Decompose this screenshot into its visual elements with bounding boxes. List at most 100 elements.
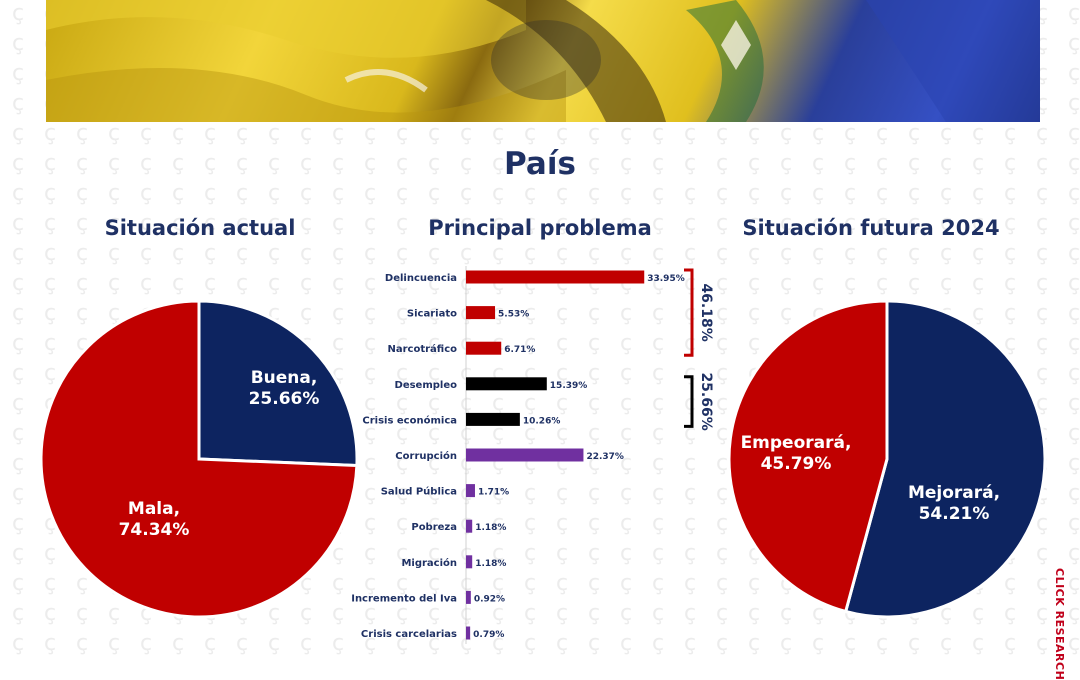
- pattern-glyph: ç: [716, 421, 728, 446]
- bar-chart-principal-problema: Delincuencia 33.95% Sicariato 5.53% Narcotrá…: [351, 266, 714, 644]
- pattern-glyph: ç: [76, 571, 88, 596]
- pattern-glyph: ç: [1068, 361, 1080, 386]
- pattern-glyph: ç: [588, 361, 600, 386]
- bar-value-label: 0.92%: [474, 594, 505, 604]
- pattern-glyph: ç: [876, 181, 888, 206]
- pattern-glyph: ç: [492, 571, 504, 596]
- bar-category-label: Corrupción: [395, 450, 457, 462]
- pattern-glyph: ç: [300, 121, 312, 146]
- pattern-glyph: ç: [204, 181, 216, 206]
- pie-value-empeorará: 45.79%: [761, 454, 832, 474]
- pattern-glyph: ç: [364, 601, 376, 626]
- pattern-glyph: ç: [12, 571, 24, 596]
- pattern-glyph: ç: [204, 121, 216, 146]
- pattern-glyph: ç: [396, 601, 408, 626]
- pattern-glyph: ç: [972, 121, 984, 146]
- pattern-glyph: ç: [332, 211, 344, 236]
- pattern-glyph: ç: [1004, 331, 1016, 356]
- pattern-glyph: ç: [652, 151, 664, 176]
- pattern-glyph: ç: [556, 541, 568, 566]
- pattern-glyph: ç: [1036, 541, 1048, 566]
- pattern-glyph: ç: [652, 481, 664, 506]
- pattern-glyph: ç: [748, 181, 760, 206]
- pattern-glyph: ç: [620, 451, 632, 476]
- pattern-glyph: ç: [1004, 121, 1016, 146]
- pattern-glyph: ç: [12, 91, 24, 116]
- pattern-glyph: ç: [364, 421, 376, 446]
- pattern-glyph: ç: [140, 631, 152, 656]
- pattern-glyph: ç: [1068, 421, 1080, 446]
- pattern-glyph: ç: [12, 481, 24, 506]
- pie-label-empeorará: Empeorará,: [741, 433, 852, 453]
- pattern-glyph: ç: [1004, 571, 1016, 596]
- pattern-glyph: ç: [12, 391, 24, 416]
- pattern-glyph: ç: [460, 241, 472, 266]
- pattern-glyph: ç: [556, 331, 568, 356]
- pattern-glyph: ç: [940, 181, 952, 206]
- pattern-glyph: ç: [12, 511, 24, 536]
- pattern-glyph: ç: [620, 421, 632, 446]
- pattern-glyph: ç: [716, 361, 728, 386]
- pattern-glyph: ç: [1036, 301, 1048, 326]
- pattern-glyph: ç: [748, 121, 760, 146]
- pattern-glyph: ç: [12, 451, 24, 476]
- pattern-glyph: ç: [268, 211, 280, 236]
- pattern-glyph: ç: [44, 361, 56, 386]
- pattern-glyph: ç: [140, 121, 152, 146]
- pattern-glyph: ç: [108, 601, 120, 626]
- pattern-glyph: ç: [1004, 151, 1016, 176]
- pattern-glyph: ç: [76, 601, 88, 626]
- pattern-glyph: ç: [620, 301, 632, 326]
- pattern-glyph: ç: [524, 481, 536, 506]
- pattern-glyph: ç: [140, 211, 152, 236]
- pattern-glyph: ç: [300, 241, 312, 266]
- pattern-glyph: ç: [492, 601, 504, 626]
- pattern-glyph: ç: [588, 121, 600, 146]
- bar-value-label: 10.26%: [523, 416, 561, 426]
- pattern-glyph: ç: [652, 511, 664, 536]
- pattern-glyph: ç: [364, 391, 376, 416]
- pattern-glyph: ç: [972, 301, 984, 326]
- group-total-label: 46.18%: [698, 283, 714, 341]
- pattern-glyph: ç: [1036, 271, 1048, 296]
- pattern-glyph: ç: [620, 541, 632, 566]
- pattern-glyph: ç: [684, 571, 696, 596]
- pattern-glyph: ç: [588, 331, 600, 356]
- pattern-glyph: ç: [172, 121, 184, 146]
- pattern-glyph: ç: [428, 151, 440, 176]
- pattern-glyph: ç: [236, 211, 248, 236]
- bar-value-label: 15.39%: [550, 381, 588, 391]
- bar: [466, 270, 645, 284]
- pattern-glyph: ç: [396, 391, 408, 416]
- bar-value-label: 5.53%: [498, 310, 529, 320]
- pattern-glyph: ç: [172, 151, 184, 176]
- pattern-glyph: ç: [556, 421, 568, 446]
- pattern-glyph: ç: [396, 271, 408, 296]
- pattern-glyph: ç: [204, 211, 216, 236]
- pattern-glyph: ç: [684, 151, 696, 176]
- pattern-glyph: ç: [780, 271, 792, 296]
- pattern-glyph: ç: [12, 211, 24, 236]
- pattern-glyph: ç: [940, 151, 952, 176]
- pattern-glyph: ç: [524, 631, 536, 656]
- pattern-glyph: ç: [716, 391, 728, 416]
- group-total-label: 25.66%: [698, 372, 714, 430]
- pattern-glyph: ç: [364, 511, 376, 536]
- pattern-glyph: ç: [812, 241, 824, 266]
- pattern-glyph: ç: [556, 601, 568, 626]
- bar-value-label: 33.95%: [647, 274, 685, 284]
- pattern-glyph: ç: [236, 151, 248, 176]
- pie-slice-buena: [197, 299, 359, 468]
- pattern-glyph: ç: [524, 211, 536, 236]
- pattern-glyph: ç: [716, 631, 728, 656]
- pattern-glyph: ç: [588, 601, 600, 626]
- pattern-glyph: ç: [1068, 211, 1080, 236]
- pattern-glyph: ç: [44, 211, 56, 236]
- pattern-glyph: ç: [620, 631, 632, 656]
- pattern-glyph: ç: [524, 331, 536, 356]
- pattern-glyph: ç: [108, 271, 120, 296]
- bar: [466, 555, 473, 569]
- pattern-glyph: ç: [108, 181, 120, 206]
- pattern-glyph: ç: [972, 601, 984, 626]
- pattern-glyph: ç: [620, 121, 632, 146]
